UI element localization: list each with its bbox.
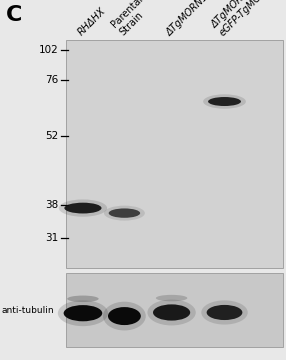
Text: RHΔHX: RHΔHX (76, 6, 108, 38)
Ellipse shape (59, 199, 107, 217)
Ellipse shape (67, 296, 99, 302)
Text: Parental
Strain: Parental Strain (109, 0, 153, 38)
Text: C: C (6, 5, 22, 26)
Text: anti-tubulin: anti-tubulin (1, 306, 54, 315)
Ellipse shape (64, 203, 102, 213)
FancyBboxPatch shape (66, 273, 283, 347)
Ellipse shape (63, 305, 102, 321)
Ellipse shape (58, 300, 108, 326)
Ellipse shape (103, 302, 146, 330)
FancyBboxPatch shape (66, 40, 283, 268)
Text: 76: 76 (45, 75, 59, 85)
Ellipse shape (148, 300, 196, 325)
Text: ΔTgMORN1/
eGFP-TgMORN1: ΔTgMORN1/ eGFP-TgMORN1 (209, 0, 278, 38)
Text: 38: 38 (45, 200, 59, 210)
Ellipse shape (208, 97, 241, 106)
Ellipse shape (206, 305, 243, 320)
Ellipse shape (203, 94, 246, 109)
Ellipse shape (109, 208, 140, 218)
Text: 102: 102 (39, 45, 59, 55)
Ellipse shape (153, 304, 190, 320)
Text: 31: 31 (45, 233, 59, 243)
Text: 52: 52 (45, 131, 59, 141)
Ellipse shape (104, 206, 145, 221)
Text: ΔTgMORN1: ΔTgMORN1 (164, 0, 210, 38)
Ellipse shape (156, 295, 187, 301)
Ellipse shape (201, 300, 248, 325)
Ellipse shape (108, 307, 141, 325)
